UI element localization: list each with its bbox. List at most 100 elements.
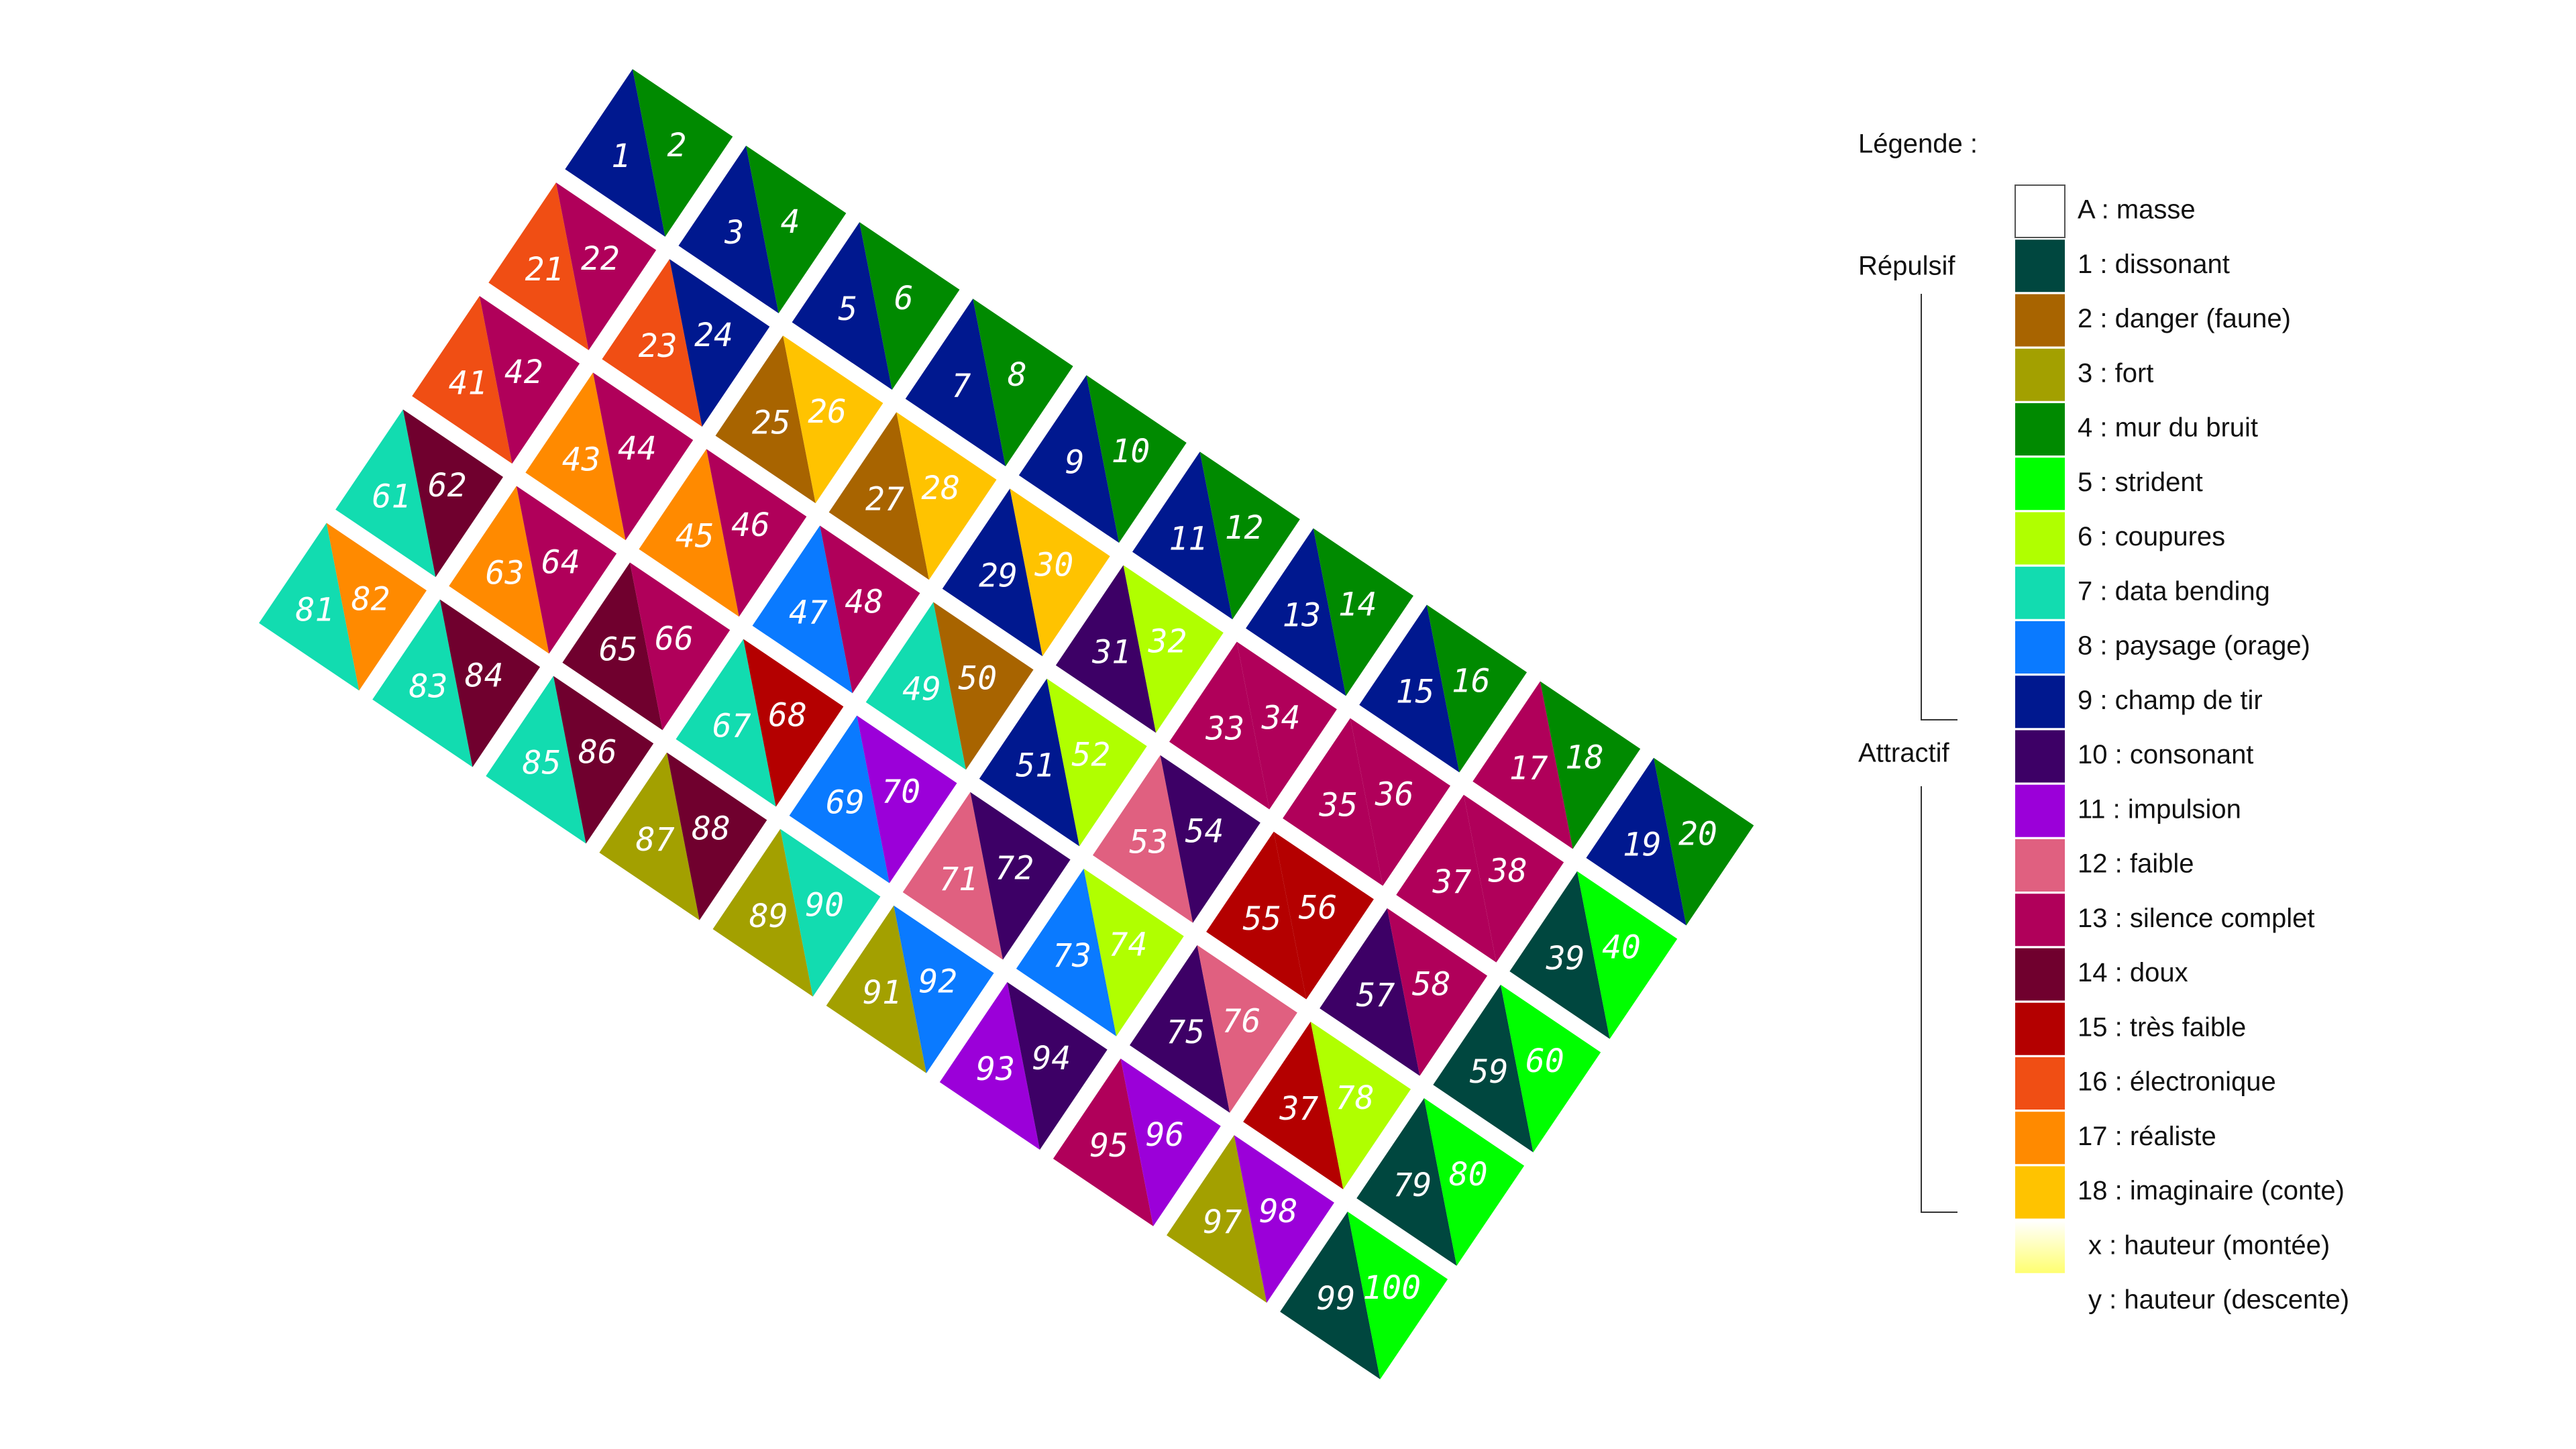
- triangle: [896, 412, 997, 580]
- triangle-label: 98: [1259, 1193, 1298, 1230]
- triangle: [1347, 1212, 1448, 1380]
- legend-swatch: [2015, 839, 2065, 892]
- triangle: [412, 296, 513, 464]
- legend-label: 1 : dissonant: [2078, 250, 2230, 279]
- triangle-label: 97: [1203, 1203, 1242, 1241]
- legend-swatch: [2015, 621, 2065, 674]
- triangle: [942, 488, 1042, 657]
- triangle: [486, 676, 586, 844]
- triangle: [859, 222, 960, 390]
- legend-swatch: [2015, 1220, 2065, 1273]
- triangle-label: 99: [1317, 1280, 1356, 1318]
- triangle: [1310, 1021, 1411, 1189]
- triangle: [630, 562, 731, 731]
- triangle-label: 36: [1375, 775, 1414, 813]
- legend-swatch: [2015, 1166, 2065, 1219]
- triangle: [1654, 757, 1754, 926]
- triangle: [706, 449, 807, 617]
- triangle-label: 81: [295, 592, 334, 629]
- triangle-label: 70: [881, 773, 920, 811]
- triangle: [970, 792, 1071, 960]
- triangle: [1500, 984, 1601, 1152]
- triangle-label: 10: [1112, 433, 1150, 470]
- legend-swatch: [2015, 239, 2065, 292]
- triangle: [488, 182, 589, 351]
- triangle: [1010, 488, 1110, 657]
- triangle-label: 13: [1282, 596, 1321, 634]
- triangle-label: 3: [724, 214, 744, 252]
- group-label: Attractif: [1858, 739, 1949, 768]
- triangle: [857, 715, 957, 883]
- triangle: [1280, 1212, 1381, 1380]
- triangle: [939, 981, 1040, 1150]
- triangle-label: 71: [939, 861, 978, 898]
- triangle: [335, 409, 436, 578]
- legend-label: 13 : silence complet: [2078, 904, 2315, 933]
- triangle-label: 32: [1148, 623, 1187, 660]
- triangle-label: 31: [1091, 634, 1131, 672]
- legend-swatch: [2015, 1112, 2065, 1165]
- triangle-label: 72: [995, 850, 1034, 888]
- triangle: [1086, 375, 1187, 543]
- triangle: [1540, 681, 1641, 849]
- triangle-label: 21: [525, 251, 564, 288]
- triangle-label: 49: [902, 671, 941, 708]
- triangle: [1350, 718, 1451, 886]
- triangle: [1586, 757, 1686, 926]
- triangle-label: 84: [465, 657, 504, 694]
- triangle: [743, 639, 844, 807]
- legend-swatch: [2015, 458, 2065, 511]
- triangle-label: 75: [1166, 1014, 1205, 1051]
- triangle: [1396, 794, 1497, 963]
- triangle-label: 44: [618, 430, 657, 468]
- triangle: [565, 69, 665, 237]
- triangle-label: 94: [1032, 1040, 1071, 1077]
- triangle-label: 96: [1146, 1116, 1185, 1154]
- triangle-label: 14: [1338, 586, 1377, 623]
- triangle-label: 2: [667, 127, 686, 164]
- legend-title: Légende :: [1858, 129, 1978, 159]
- legend-label: 11 : impulsion: [2078, 794, 2241, 824]
- triangle-label: 76: [1222, 1003, 1261, 1040]
- legend-swatch: [2015, 676, 2065, 729]
- triangle-label: 85: [523, 745, 561, 782]
- triangle-label: 64: [541, 543, 580, 581]
- triangle: [592, 372, 694, 541]
- triangle: [1018, 375, 1120, 543]
- bracket: [1921, 786, 1957, 1213]
- triangle: [1206, 831, 1307, 1000]
- triangle-label: 20: [1678, 816, 1717, 853]
- triangle-label: 26: [808, 393, 847, 431]
- triangle: [1046, 678, 1147, 847]
- triangle-label: 43: [562, 441, 601, 478]
- triangle-label: 6: [894, 280, 914, 317]
- legend-label: 14 : doux: [2078, 958, 2188, 987]
- triangle-label: 17: [1509, 750, 1548, 788]
- legend-swatch: [2015, 784, 2065, 837]
- triangle: [1283, 718, 1383, 886]
- triangle: [1320, 908, 1420, 1076]
- legend-swatch: [2015, 184, 2065, 238]
- triangle: [259, 523, 360, 691]
- triangle: [1387, 908, 1488, 1076]
- triangle-label: 67: [712, 708, 751, 745]
- triangle-label: 45: [676, 517, 714, 555]
- triangle: [1197, 945, 1297, 1113]
- triangle: [599, 752, 700, 920]
- triangle-label: 11: [1169, 520, 1208, 557]
- triangle-label: 40: [1602, 929, 1641, 967]
- triangle-label: 29: [979, 557, 1018, 594]
- triangle: [1359, 604, 1460, 773]
- triangle: [746, 146, 847, 313]
- legend: Légende : Répulsif Attractif A : masse 1 …: [1858, 129, 2349, 1315]
- triangle-label: 57: [1356, 977, 1395, 1014]
- triangle: [1016, 868, 1117, 1036]
- triangle: [979, 678, 1080, 847]
- triangle: [516, 486, 617, 654]
- bracket: [1921, 294, 1957, 720]
- legend-label: 4 : mur du bruit: [2078, 413, 2258, 443]
- triangle-label: 39: [1546, 940, 1585, 977]
- triangle: [820, 525, 920, 694]
- triangle-label: 86: [578, 733, 617, 771]
- triangle: [792, 222, 892, 390]
